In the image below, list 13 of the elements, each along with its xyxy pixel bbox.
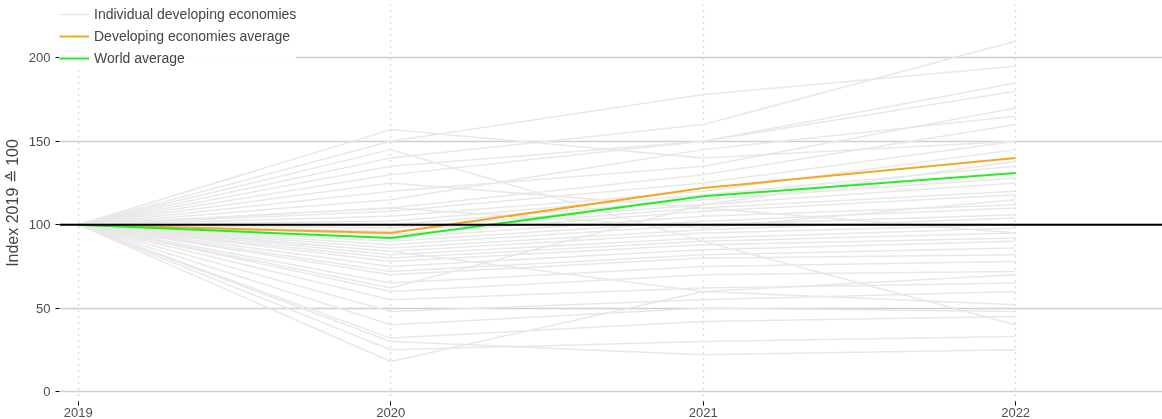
y-tick-label: 50 — [36, 300, 51, 316]
legend-label: World average — [94, 50, 185, 66]
legend-label: Individual developing economies — [94, 6, 297, 22]
x-tick-label: 2019 — [63, 404, 93, 419]
x-tick-label: 2020 — [376, 404, 406, 419]
y-tick-label: 0 — [43, 383, 51, 399]
y-tick-label: 150 — [28, 133, 51, 149]
x-tick-label: 2022 — [1001, 404, 1031, 419]
y-tick-label: 100 — [28, 217, 51, 233]
legend-label: Developing economies average — [94, 28, 291, 44]
y-axis-title: Index 2019 ≙ 100 — [3, 139, 21, 267]
y-tick-label: 200 — [28, 50, 51, 66]
x-tick-label: 2021 — [688, 404, 718, 419]
